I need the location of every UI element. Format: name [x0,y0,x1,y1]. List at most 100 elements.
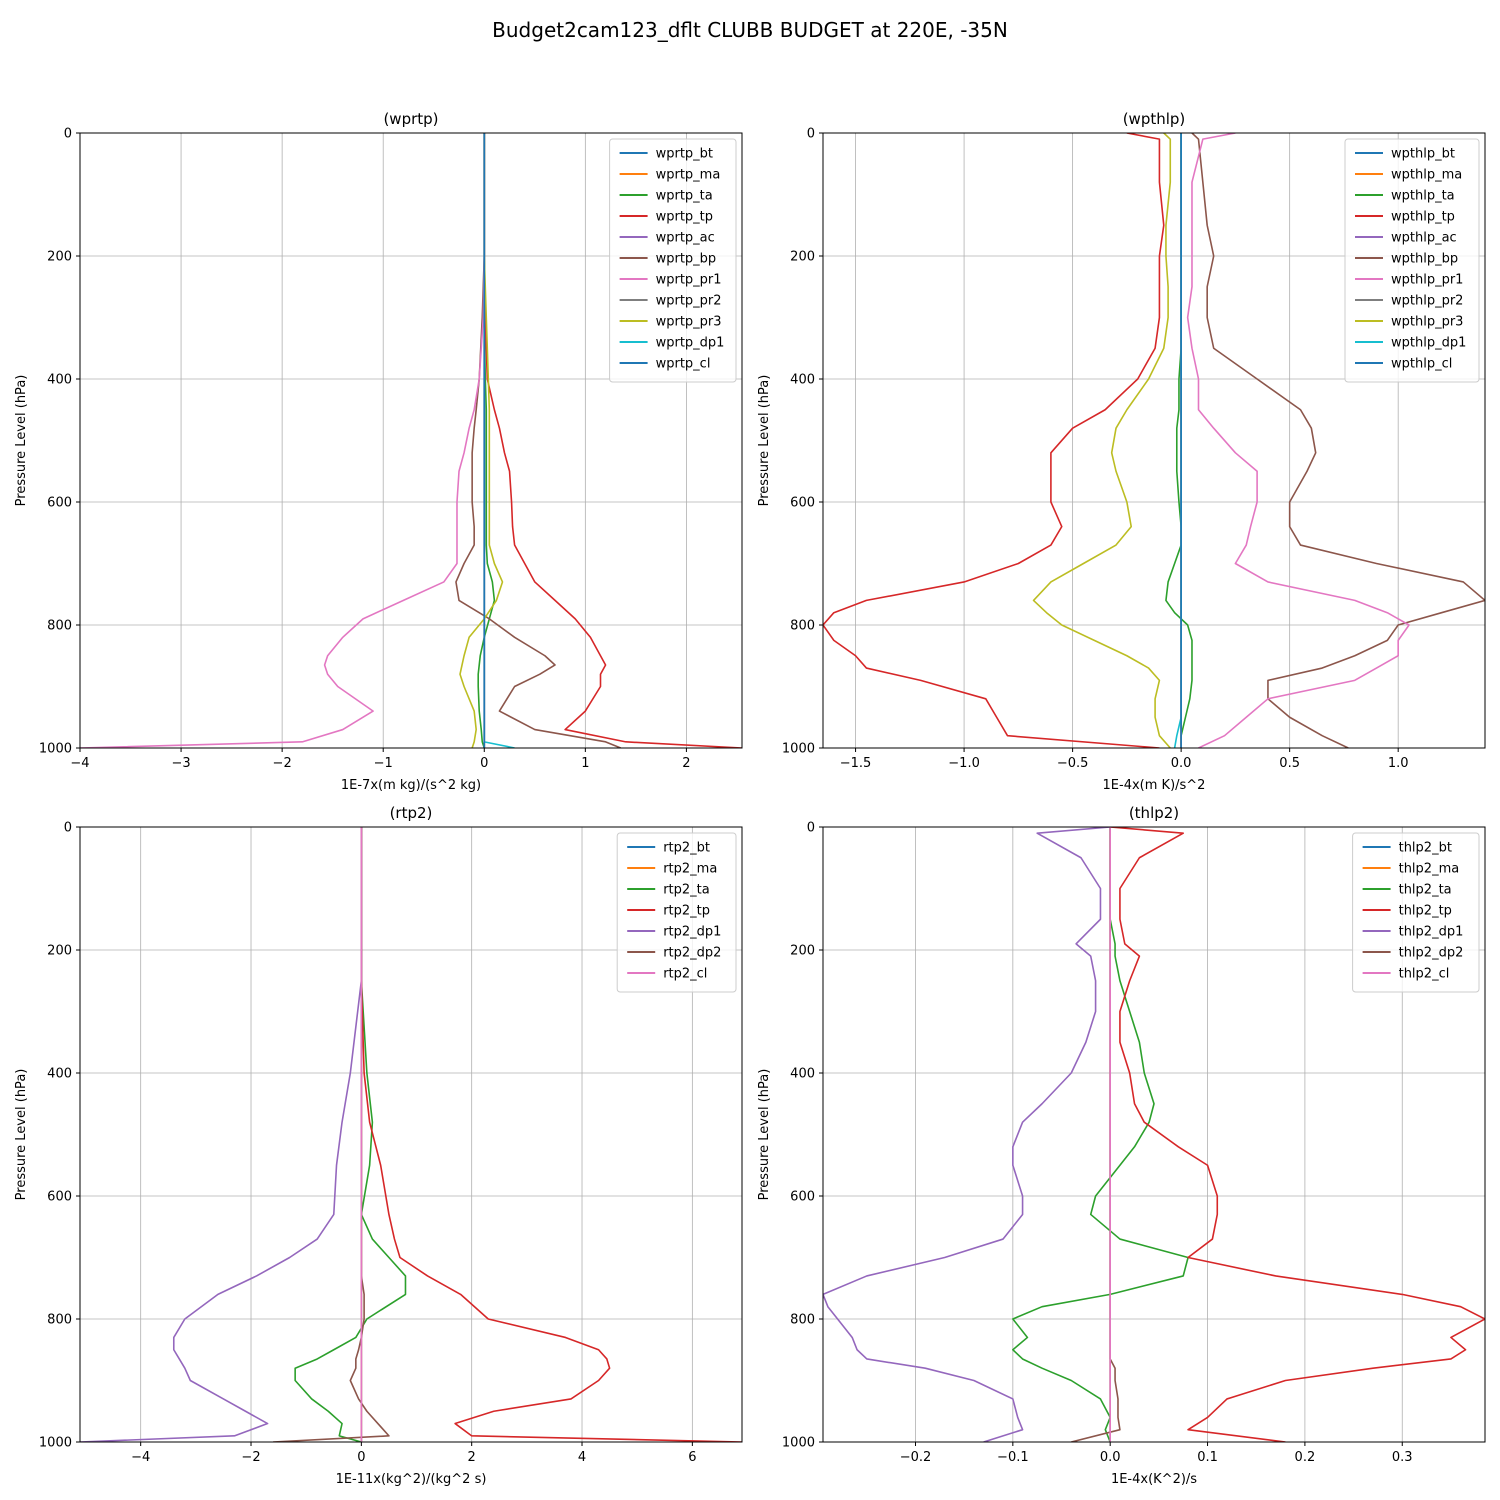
y-tick-label: 1000 [782,742,815,757]
legend: thlp2_bt thlp2_ma thlp2_ta thlp2_tp thlp2_dp… [1352,832,1480,993]
x-tick-label: −0.5 [1057,756,1089,771]
y-tick-label: 600 [47,496,72,511]
x-tick-label: −3 [171,756,190,771]
x-tick-label: 0.5 [1279,756,1300,771]
legend-label-wpthlp_dp1: wpthlp_dp1 [1391,336,1466,351]
legend-label-rtp2_ma: rtp2_ma [663,862,717,877]
legend-label-thlp2_bt: thlp2_bt [1399,841,1452,856]
x-tick-label: −0.2 [900,1450,932,1465]
series-line-thlp2_tp [1110,827,1485,1442]
y-axis-label: Pressure Level (hPa) [757,375,772,507]
series-line-rtp2_ta [294,827,407,1442]
x-tick-label: 1.0 [1388,756,1409,771]
x-tick-label: 0 [357,1450,365,1465]
x-tick-label: 0.3 [1392,1450,1413,1465]
x-tick-label: −2 [273,756,292,771]
y-tick-label: 800 [47,619,72,634]
y-tick-label: 400 [790,373,815,388]
legend-label-wpthlp_ac: wpthlp_ac [1391,231,1457,246]
x-axis-label: 1E-7x(m kg)/(s^2 kg) [341,778,481,793]
x-tick-label: −1 [374,756,393,771]
x-axis-label: 1E-4x(K^2)/s [1111,1472,1197,1487]
x-tick-label: 1 [581,756,589,771]
legend-label-wprtp_tp: wprtp_tp [656,210,713,225]
x-tick-label: −1.0 [948,756,980,771]
panel-thlp2: −0.2 −0.1 0.0 0.1 0.2 0.3 0 200 400 600 800 1000 (t… [757,804,1486,1487]
plot-frame [79,826,743,1443]
legend-label-thlp2_cl: thlp2_cl [1399,967,1450,982]
legend-label-wprtp_ta: wprtp_ta [656,189,713,204]
y-tick-label: 400 [47,1067,72,1082]
series-line-wprtp_pr1 [80,133,486,748]
series-line-wprtp_ta [477,133,496,748]
y-tick-label: 600 [790,1190,815,1205]
y-axis-label: Pressure Level (hPa) [14,375,29,507]
legend-label-rtp2_tp: rtp2_tp [663,904,710,919]
y-tick-label: 800 [47,1313,72,1328]
legend-label-rtp2_bt: rtp2_bt [663,841,710,856]
x-axis-label: 1E-4x(m K)/s^2 [1103,778,1206,793]
series-line-rtp2_tp [360,827,742,1442]
series-line-wpthlp_tp [823,133,1165,748]
legend: wpthlp_bt wpthlp_ma wpthlp_ta wpthlp_tpwpth… [1344,138,1480,383]
legend-label-thlp2_ma: thlp2_ma [1399,862,1460,877]
legend-label-wpthlp_cl: wpthlp_cl [1391,357,1452,372]
series-line-wpthlp_pr3 [1032,133,1172,748]
legend-label-wpthlp_pr1: wpthlp_pr1 [1391,273,1463,288]
y-axis-label: Pressure Level (hPa) [14,1069,29,1201]
y-tick-label: 600 [47,1190,72,1205]
legend-label-thlp2_dp1: thlp2_dp1 [1399,925,1464,940]
y-tick-label: 800 [790,1313,815,1328]
y-tick-label: 400 [47,373,72,388]
legend-label-wprtp_cl: wprtp_cl [656,357,711,372]
panel-title: (wpthlp) [1123,110,1186,128]
y-tick-label: 200 [47,250,72,265]
panel-title: (wprtp) [383,110,438,128]
y-tick-label: 200 [790,944,815,959]
x-tick-label: 0.1 [1197,1450,1218,1465]
legend-label-wprtp_pr3: wprtp_pr3 [656,315,722,330]
y-tick-label: 0 [64,821,72,836]
legend-label-rtp2_dp1: rtp2_dp1 [663,925,721,940]
panel-wprtp: −4 −3 −2 −1 0 1 2 0 200 400 600 800 1000 (wprtp) 1E-… [14,110,743,793]
legend-label-thlp2_ta: thlp2_ta [1399,883,1452,898]
y-tick-label: 1000 [39,1436,72,1451]
legend-label-wpthlp_tp: wpthlp_tp [1391,210,1455,225]
legend-label-wpthlp_pr3: wpthlp_pr3 [1391,315,1463,330]
legend-label-thlp2_dp2: thlp2_dp2 [1399,946,1464,961]
panel-rtp2: −4 −2 0 2 4 6 0 200 400 600 800 1000 (rtp2) 1E-11x(… [14,804,743,1487]
legend-label-wprtp_dp1: wprtp_dp1 [656,336,725,351]
series-line-thlp2_dp1 [823,827,1111,1442]
x-tick-label: 0.2 [1295,1450,1316,1465]
y-tick-label: 200 [47,944,72,959]
legend-label-wpthlp_bp: wpthlp_bp [1391,252,1458,267]
y-tick-label: 0 [807,127,815,142]
x-tick-label: −2 [241,1450,260,1465]
legend-label-wprtp_pr1: wprtp_pr1 [656,273,722,288]
x-tick-label: −1.5 [840,756,872,771]
y-tick-label: 1000 [39,742,72,757]
legend-label-wprtp_bp: wprtp_bp [656,252,717,267]
x-tick-label: 0.0 [1100,1450,1121,1465]
plot-frame [79,132,743,749]
legend-label-wprtp_ma: wprtp_ma [656,168,721,183]
x-tick-label: −4 [70,756,89,771]
legend-label-wpthlp_ta: wpthlp_ta [1391,189,1455,204]
legend-label-wpthlp_pr2: wpthlp_pr2 [1391,294,1463,309]
x-tick-label: 2 [682,756,690,771]
legend-label-wprtp_pr2: wprtp_pr2 [656,294,722,309]
y-tick-label: 0 [64,127,72,142]
legend: rtp2_bt rtp2_ma rtp2_ta rtp2_tp rtp2_dp1 rtp2… [616,832,737,993]
series-line-thlp2_ta [1012,827,1189,1442]
x-tick-label: −4 [131,1450,150,1465]
x-tick-label: 0.0 [1171,756,1192,771]
plot-frame [822,132,1486,749]
y-tick-label: 0 [807,821,815,836]
panel-title: (thlp2) [1129,804,1179,822]
legend-label-rtp2_ta: rtp2_ta [663,883,710,898]
legend-label-rtp2_dp2: rtp2_dp2 [663,946,721,961]
series-line-wprtp_pr3 [459,133,504,748]
plot-frame [822,826,1486,1443]
y-tick-label: 1000 [782,1436,815,1451]
